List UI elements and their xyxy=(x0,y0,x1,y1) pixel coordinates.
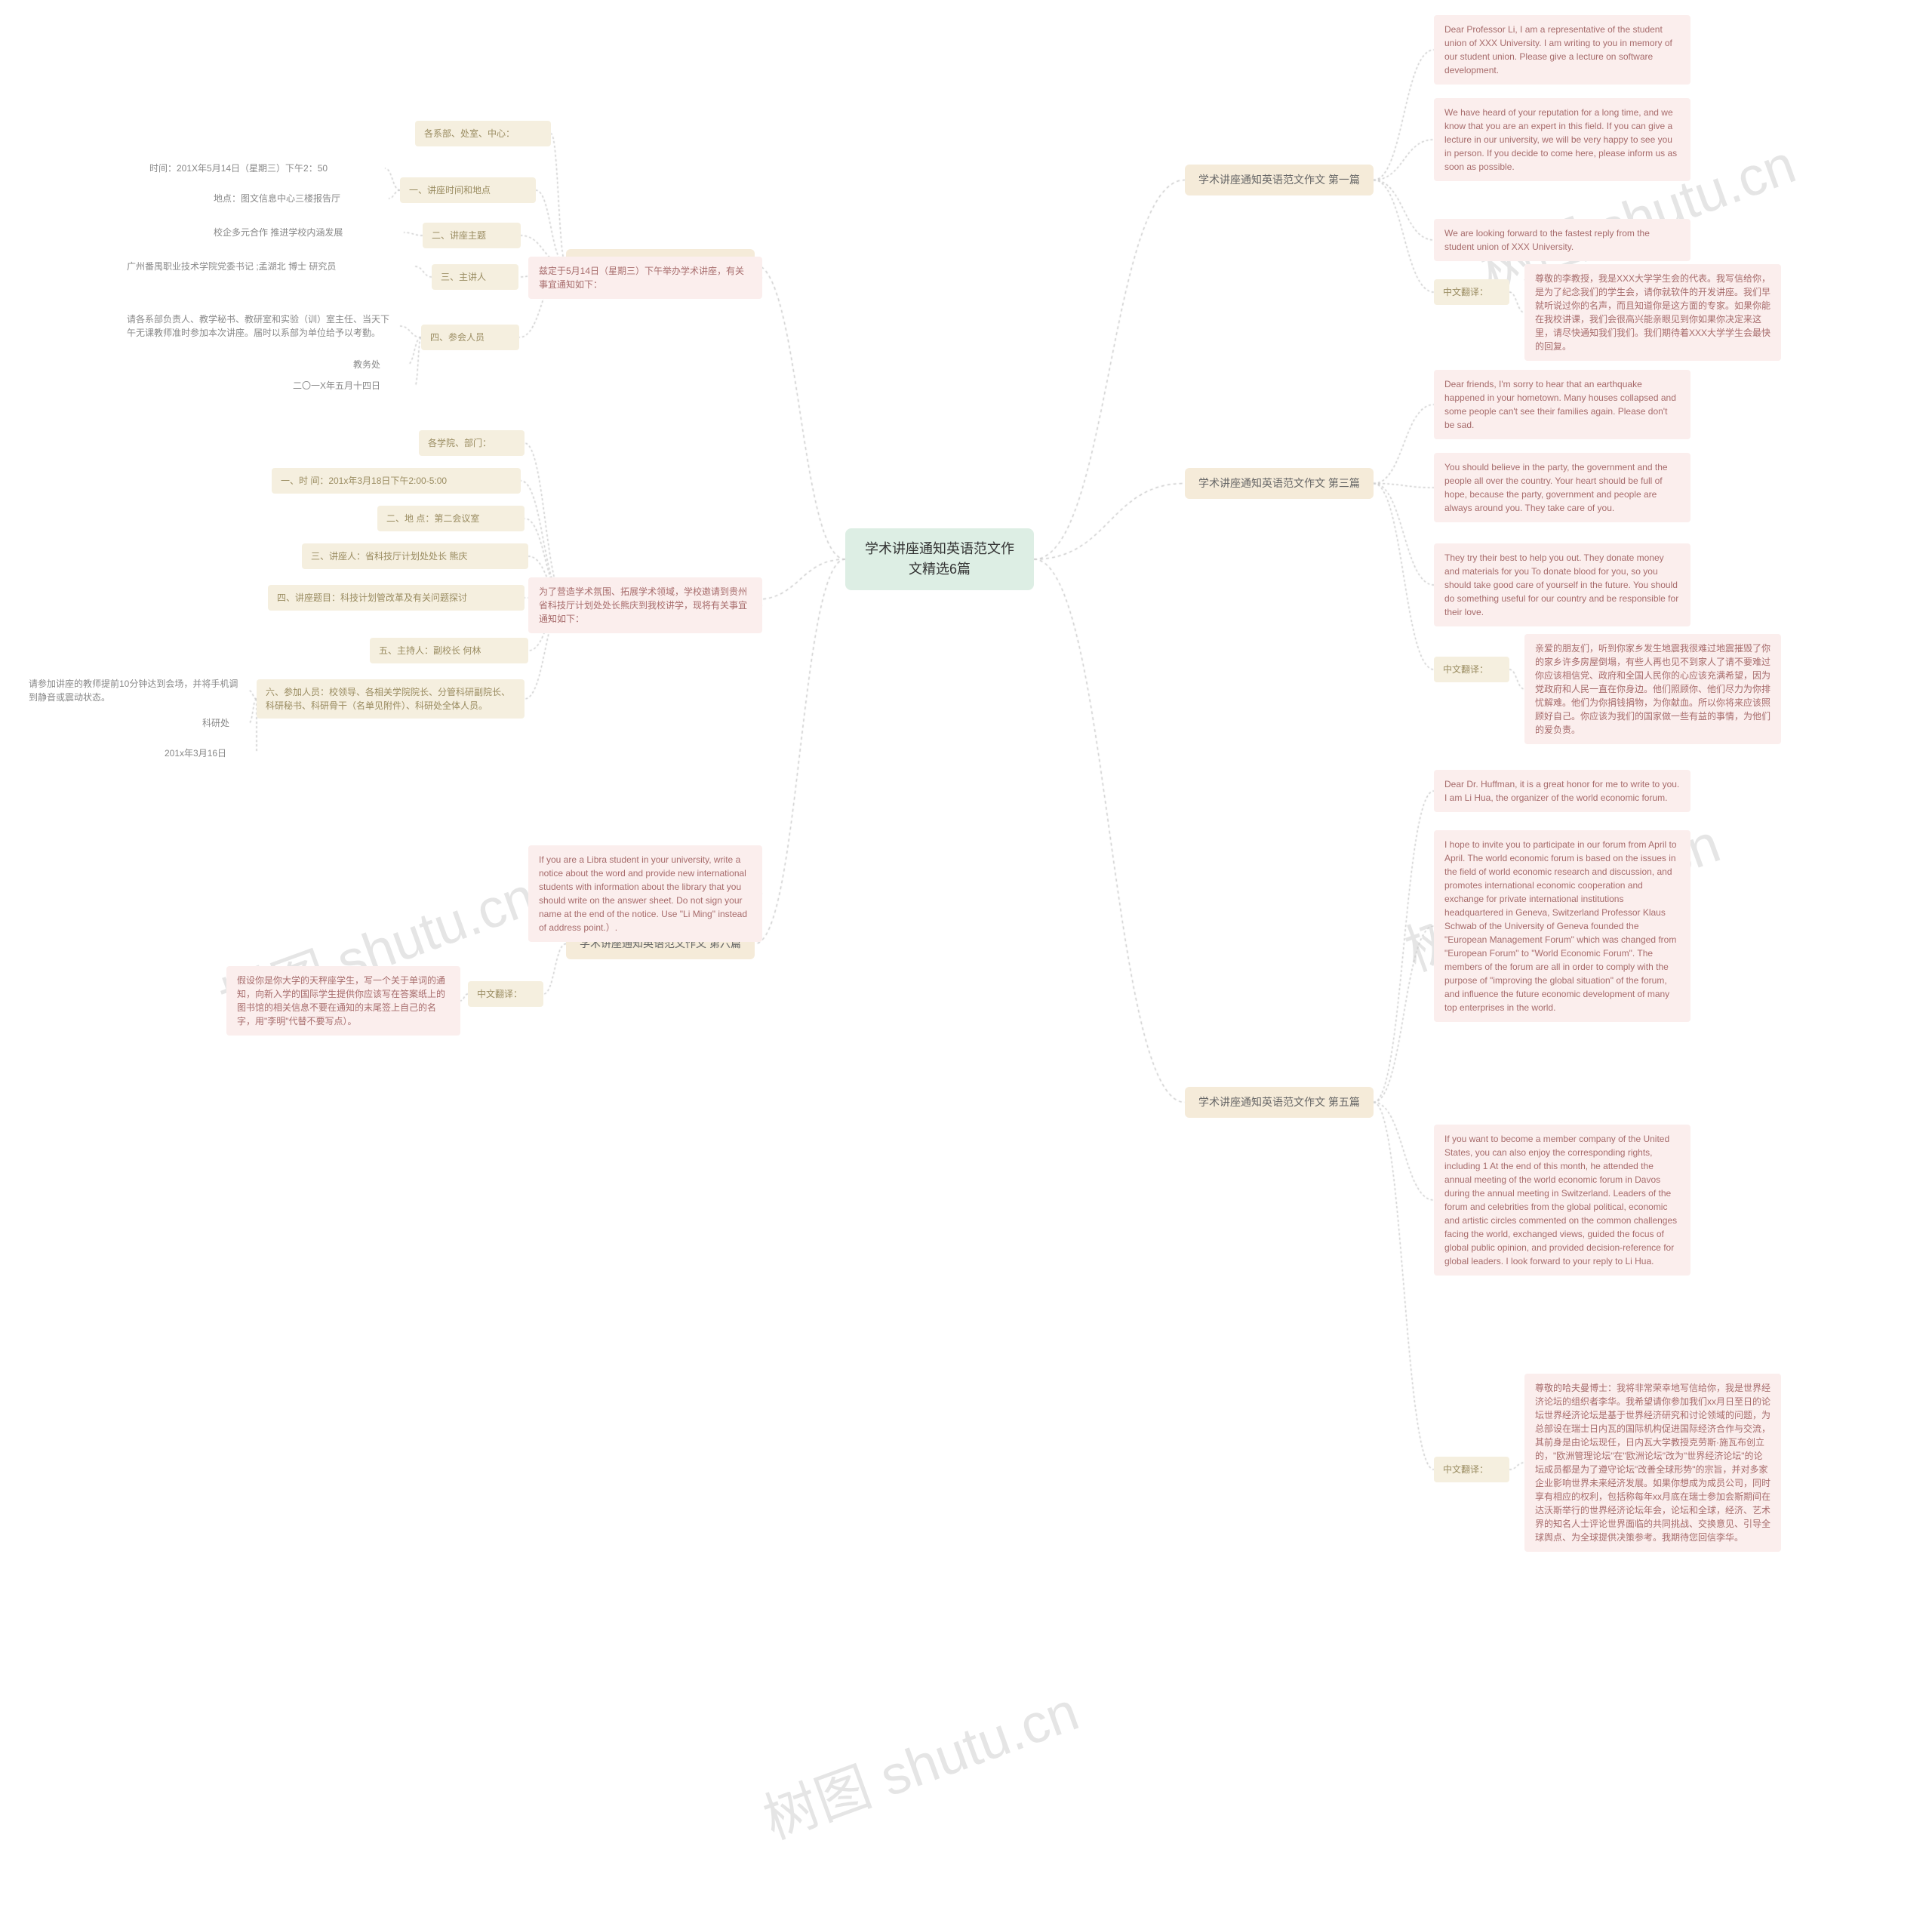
child-leaf-node: 请各系部负责人、教学秘书、教研室和实验（训）室主任、当天下午无课教师准时参加本次… xyxy=(121,309,400,343)
leaf-node: 五、主持人：副校长 何林 xyxy=(370,638,528,663)
leaf-node: If you are a Libra student in your unive… xyxy=(528,845,762,942)
leaf-node: They try their best to help you out. The… xyxy=(1434,543,1690,626)
leaf-node: You should believe in the party, the gov… xyxy=(1434,453,1690,522)
leaf-node: I hope to invite you to participate in o… xyxy=(1434,830,1690,1022)
child-leaf-node: 科研处 xyxy=(196,713,249,733)
child-leaf-node: 广州番禺职业技术学院党委书记 ;孟湖北 博士 研究员 xyxy=(121,257,415,276)
branch-node: 学术讲座通知英语范文作文 第一篇 xyxy=(1185,165,1374,195)
leaf-node: We are looking forward to the fastest re… xyxy=(1434,219,1690,261)
child-leaf-node: 201x年3月16日 xyxy=(158,743,257,763)
leaf-node: 二、讲座主题 xyxy=(423,223,521,248)
child-leaf-node: 亲爱的朋友们，听到你家乡发生地震我很难过地震摧毁了你的家乡许多房屋倒塌，有些人再… xyxy=(1524,634,1781,744)
leaf-node: 为了营造学术氛围、拓展学术领域，学校邀请到贵州省科技厅计划处处长熊庆到我校讲学，… xyxy=(528,577,762,633)
leaf-node: Dear Dr. Huffman, it is a great honor fo… xyxy=(1434,770,1690,812)
leaf-node: 一、时 间：201x年3月18日下午2:00-5:00 xyxy=(272,468,521,494)
branch-node: 学术讲座通知英语范文作文 第三篇 xyxy=(1185,468,1374,499)
leaf-node: 兹定于5月14日（星期三）下午举办学术讲座，有关事宜通知如下： xyxy=(528,257,762,299)
child-leaf-node: 尊敬的哈夫曼博士：我将非常荣幸地写信给你，我是世界经济论坛的组织者李华。我希望请… xyxy=(1524,1374,1781,1552)
child-leaf-node: 尊敬的李教授，我是XXX大学学生会的代表。我写信给你，是为了纪念我们的学生会，请… xyxy=(1524,264,1781,361)
center-node: 学术讲座通知英语范文作 文精选6篇 xyxy=(845,528,1034,590)
leaf-node: 中文翻译： xyxy=(1434,279,1509,305)
leaf-node: 各系部、处室、中心： xyxy=(415,121,551,146)
child-leaf-node: 二〇一X年五月十四日 xyxy=(287,376,415,395)
child-leaf-node: 假设你是你大学的天秤座学生，写一个关于单词的通知，向新入学的国际学生提供你应该写… xyxy=(226,966,460,1036)
leaf-node: We have heard of your reputation for a l… xyxy=(1434,98,1690,181)
leaf-node: 四、讲座题目：科技计划管改革及有关问题探讨 xyxy=(268,585,525,611)
child-leaf-node: 校企多元合作 推进学校内涵发展 xyxy=(208,223,404,242)
leaf-node: 中文翻译： xyxy=(468,981,543,1007)
branch-node: 学术讲座通知英语范文作文 第五篇 xyxy=(1185,1087,1374,1118)
leaf-node: Dear Professor Li, I am a representative… xyxy=(1434,15,1690,85)
leaf-node: 四、参会人员 xyxy=(421,325,519,350)
leaf-node: 三、主讲人 xyxy=(432,264,518,290)
leaf-node: Dear friends, I'm sorry to hear that an … xyxy=(1434,370,1690,439)
leaf-node: 二、地 点：第二会议室 xyxy=(377,506,525,531)
child-leaf-node: 地点：图文信息中心三楼报告厅 xyxy=(208,189,389,208)
leaf-node: 一、讲座时间和地点 xyxy=(400,177,536,203)
leaf-node: 各学院、部门： xyxy=(419,430,525,456)
child-leaf-node: 时间：201X年5月14日（星期三）下午2：50 xyxy=(143,158,385,178)
leaf-node: 中文翻译： xyxy=(1434,1457,1509,1482)
leaf-node: 六、参加人员：校领导、各相关学院院长、分管科研副院长、科研秘书、科研骨干（名单见… xyxy=(257,679,525,719)
leaf-node: 三、讲座人：省科技厅计划处处长 熊庆 xyxy=(302,543,528,569)
child-leaf-node: 请参加讲座的教师提前10分钟达到会场，并将手机调到静音或震动状态。 xyxy=(23,674,249,707)
child-leaf-node: 教务处 xyxy=(347,355,408,374)
leaf-node: If you want to become a member company o… xyxy=(1434,1125,1690,1276)
leaf-node: 中文翻译： xyxy=(1434,657,1509,682)
